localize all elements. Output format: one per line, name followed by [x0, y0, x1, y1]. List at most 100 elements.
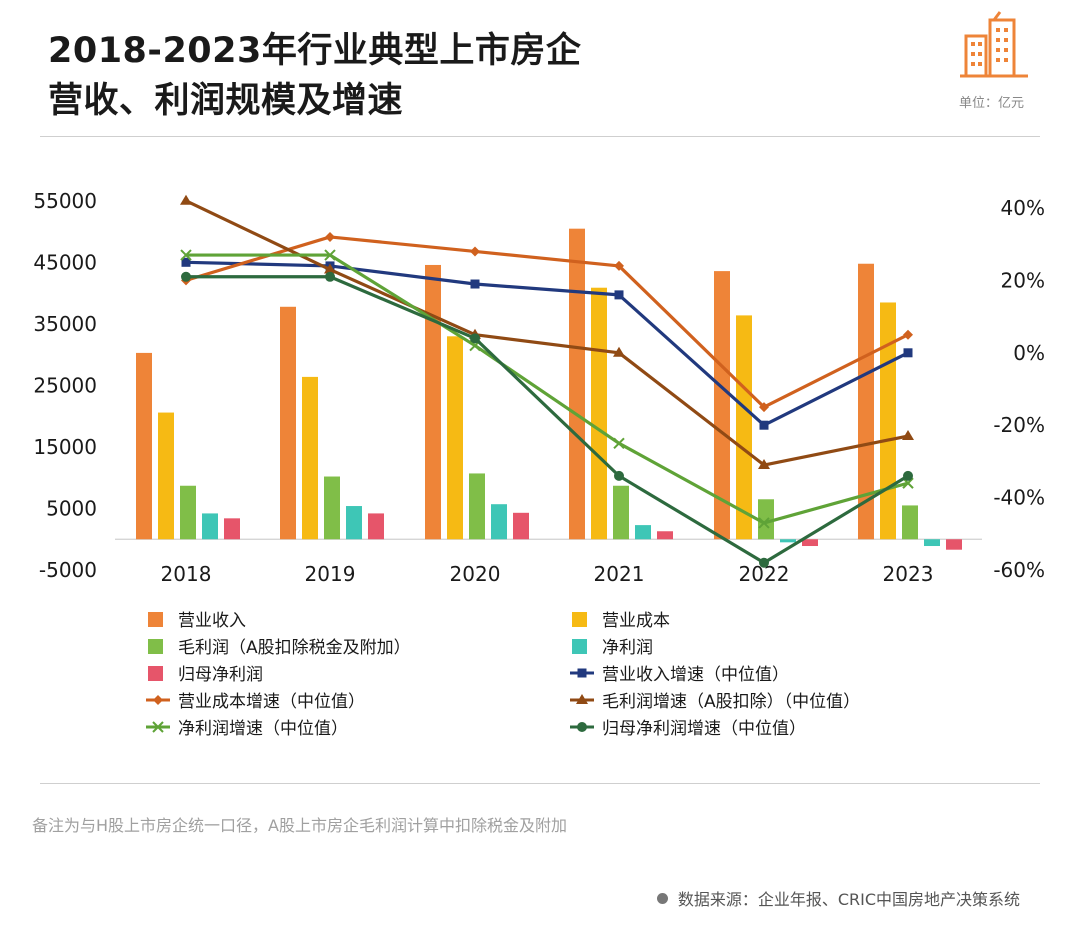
marker-square [181, 257, 191, 267]
bar-2 [158, 412, 174, 540]
bar-5 [224, 518, 240, 540]
legend-item: 营业成本增速（中位值） [146, 692, 365, 712]
y-left-tick-label: -5000 [39, 558, 97, 582]
marker-triangle [613, 346, 625, 357]
series-line [186, 253, 909, 525]
y-left-tick-label: 55000 [33, 189, 97, 213]
y-right-tick-label: 40% [1001, 196, 1045, 220]
legend-label: 营业收入增速（中位值） [602, 665, 789, 685]
series-line [185, 260, 909, 427]
chart-title-line2: 营收、利润规模及增速 [48, 81, 404, 121]
bar-3 [324, 476, 340, 540]
line-series-5 [181, 271, 913, 568]
y-left-tick-label: 5000 [46, 497, 97, 521]
chart-title-line1: 2018-2023年行业典型上市房企 [48, 31, 582, 71]
bullet-dot-icon [656, 892, 668, 904]
bar-1 [569, 228, 585, 540]
chart-svg: 55000 45000 35000 25000 15000 5000 -5000 40% 20%… [33, 189, 1045, 739]
chart-title: 2018-2023年行业典型上市房企 营收、利润规模及增速 [48, 26, 581, 126]
legend-item: 净利润 [572, 638, 653, 658]
bar-3 [758, 499, 774, 540]
bar-1 [858, 263, 874, 540]
bar-4 [346, 506, 362, 540]
y-left-tick-label: 25000 [33, 374, 97, 398]
series-line [185, 235, 909, 409]
bar-5 [368, 513, 384, 540]
legend-swatch [148, 639, 163, 654]
series-line [186, 275, 909, 565]
line-series-2 [181, 231, 913, 413]
x-tick-label: 2019 [305, 562, 356, 586]
footnote: 备注为与H股上市房企统一口径，A股上市房企毛利润计算中扣除税金及附加 [32, 816, 567, 835]
y-right-tick-label: -60% [993, 558, 1045, 582]
legend-label: 净利润增速（中位值） [178, 719, 348, 739]
bar-5 [946, 539, 962, 550]
legend-label: 营业收入 [178, 611, 246, 631]
marker-circle [759, 557, 769, 568]
marker-diamond [759, 402, 769, 413]
legend-item: 归母净利润 [148, 665, 263, 685]
marker-circle [903, 470, 913, 481]
marker-square [470, 279, 480, 289]
legend-label: 毛利润（A股扣除税金及附加） [178, 638, 411, 658]
legend-label: 毛利润增速（A股扣除）（中位值） [602, 692, 860, 712]
marker-x [902, 477, 914, 489]
bar-3 [613, 485, 629, 540]
x-tick-label: 2021 [594, 562, 645, 586]
bar-3 [180, 485, 196, 540]
marker-triangle [902, 430, 914, 441]
legend-swatch [148, 666, 163, 681]
series-line [185, 199, 909, 467]
marker-circle [577, 722, 587, 732]
bar-1 [136, 352, 152, 540]
marker-triangle [576, 694, 588, 704]
top-divider [40, 136, 1040, 137]
bar-3 [469, 473, 485, 540]
marker-diamond [614, 260, 624, 271]
y-left-tick-label: 45000 [33, 251, 97, 275]
bar-5 [657, 531, 673, 540]
legend-item: 毛利润增速（A股扣除）（中位值） [570, 692, 860, 712]
bar-4 [635, 525, 651, 540]
bar-2 [447, 336, 463, 540]
legend-label: 营业成本增速（中位值） [178, 692, 365, 712]
marker-x [613, 437, 625, 450]
marker-circle [181, 271, 191, 282]
legend-item: 归母净利润增速（中位值） [570, 719, 806, 739]
data-source-text: 数据来源：企业年报、CRIC中国房地产决策系统 [677, 890, 1020, 909]
y-left-tick-label: 15000 [33, 435, 97, 459]
marker-square [614, 290, 624, 300]
legend-item: 营业成本 [572, 611, 670, 631]
x-tick-label: 2020 [450, 562, 501, 586]
y-right-tick-label: -40% [993, 486, 1045, 510]
legend-label: 净利润 [602, 638, 653, 658]
bar-4 [491, 504, 507, 540]
legend-label: 营业成本 [602, 611, 670, 631]
bar-5 [513, 512, 529, 540]
legend-swatch [572, 639, 587, 654]
bar-2 [302, 376, 318, 540]
marker-x [152, 721, 164, 733]
x-tick-label: 2018 [161, 562, 212, 586]
legend-item: 营业收入增速（中位值） [570, 665, 789, 685]
bar-1 [280, 306, 296, 540]
legend-swatch [572, 612, 587, 627]
legend-label: 归母净利润增速（中位值） [602, 719, 806, 739]
legend-item: 毛利润（A股扣除税金及附加） [148, 638, 411, 658]
marker-triangle [180, 194, 192, 205]
y-right-tick-label: 20% [1001, 268, 1045, 292]
marker-diamond [153, 695, 163, 705]
marker-square [577, 668, 587, 678]
marker-circle [470, 333, 480, 344]
bar-2 [736, 315, 752, 540]
bar-4 [924, 539, 940, 547]
y-right-tick-label: -20% [993, 413, 1045, 437]
marker-x [324, 249, 336, 261]
bar-1 [425, 264, 441, 540]
bar-1 [714, 271, 730, 540]
bar-5 [802, 539, 818, 547]
marker-x [758, 517, 770, 529]
marker-circle [614, 470, 624, 481]
marker-triangle [758, 459, 770, 470]
building-logo-icon [960, 10, 1030, 88]
